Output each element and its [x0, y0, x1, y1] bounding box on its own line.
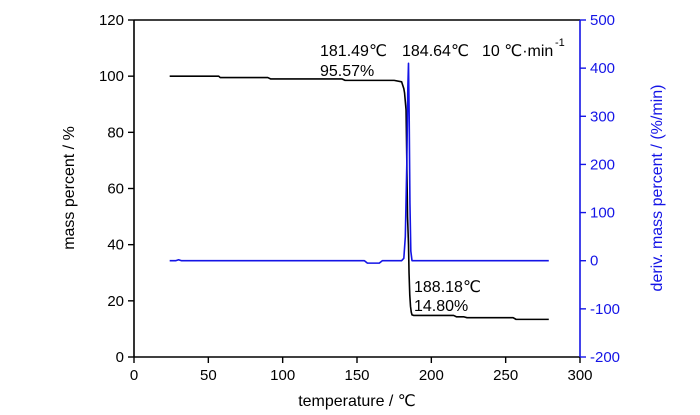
- x-tick-label: 0: [130, 367, 138, 384]
- annotation-end-mass: 14.80%: [414, 298, 468, 315]
- y-right-tick-label: 200: [590, 156, 615, 173]
- y-right-tick-label: -100: [590, 301, 620, 318]
- y-left-tick-label: 60: [107, 181, 124, 198]
- annotation-peak-temp: 184.64℃: [402, 43, 469, 60]
- x-tick-label: 200: [419, 367, 444, 384]
- y-axis-right-title: deriv. mass percent / (%/min): [649, 85, 666, 292]
- y-axis-left-title: mass percent / %: [61, 126, 78, 250]
- y-left-tick-label: 120: [99, 12, 124, 29]
- y-left-tick-label: 0: [116, 349, 124, 366]
- x-tick-label: 50: [200, 367, 217, 384]
- annotation-heating-rate-exponent: -1: [555, 37, 565, 49]
- x-tick-label: 250: [493, 367, 518, 384]
- annotation-end-temp: 188.18℃: [414, 279, 481, 296]
- data-series: [169, 62, 549, 321]
- y-right-tick-label: 400: [590, 60, 615, 77]
- y-right-tick-label: -200: [590, 349, 620, 366]
- y-right-tick-label: 0: [590, 253, 598, 270]
- x-tick-label: 100: [270, 367, 295, 384]
- y-left-tick-label: 80: [107, 124, 124, 141]
- x-tick-label: 150: [344, 367, 369, 384]
- axis-ticks: 0 50 100 150 200 250 300020406080100120-200-10…: [99, 12, 620, 384]
- x-tick-label: 300: [567, 367, 592, 384]
- annotation-onset-mass: 95.57%: [320, 63, 374, 80]
- annotation-onset-temp: 181.49℃: [320, 43, 387, 60]
- y-left-tick-label: 20: [107, 293, 124, 310]
- mass-percent-series-line: [169, 75, 549, 321]
- y-right-tick-label: 500: [590, 12, 615, 29]
- x-axis-title: temperature / ℃: [298, 393, 416, 410]
- y-right-tick-label: 100: [590, 205, 615, 222]
- y-left-tick-label: 100: [99, 68, 124, 85]
- deriv-mass-series-line: [169, 62, 549, 264]
- y-right-tick-label: 300: [590, 108, 615, 125]
- annotation-heating-rate: 10 ℃·min: [482, 43, 553, 60]
- y-left-tick-label: 40: [107, 237, 124, 254]
